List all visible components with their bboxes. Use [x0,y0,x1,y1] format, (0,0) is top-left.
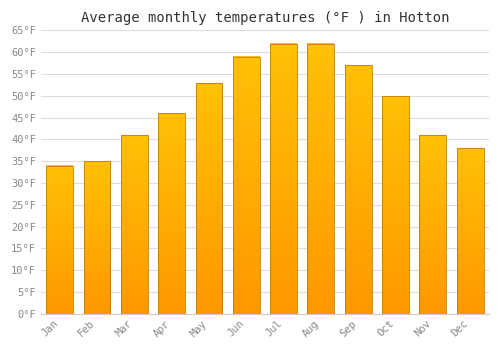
Bar [233,57,260,314]
Title: Average monthly temperatures (°F ) in Hotton: Average monthly temperatures (°F ) in Ho… [80,11,449,25]
Bar [382,96,409,314]
Bar [158,113,185,314]
Bar [308,43,334,314]
Bar [457,148,483,314]
Bar [84,161,110,314]
Bar [345,65,372,314]
Bar [46,166,73,314]
Bar [121,135,148,314]
Bar [420,135,446,314]
Bar [270,43,297,314]
Bar [196,83,222,314]
